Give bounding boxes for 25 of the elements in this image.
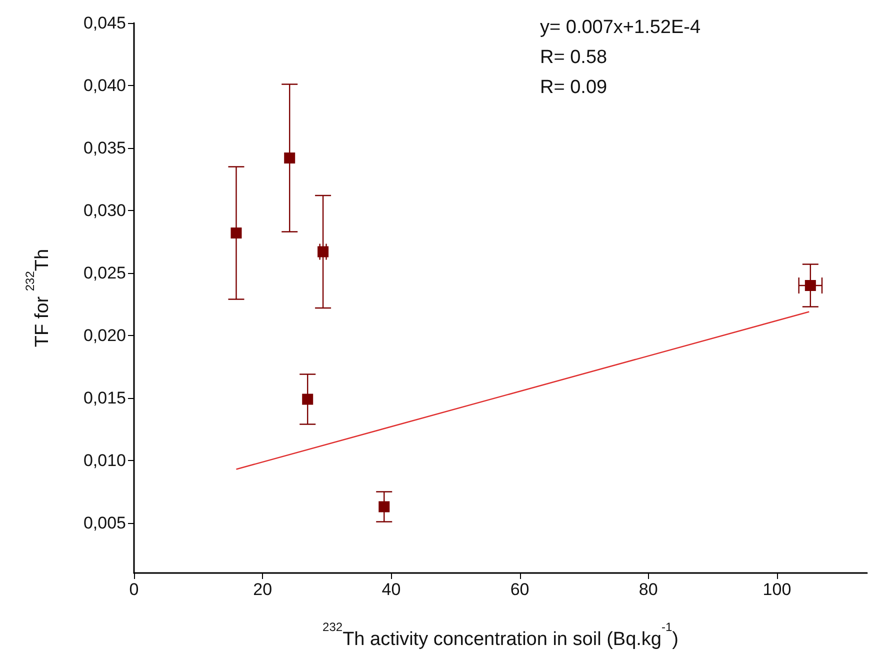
- x-tick-label: 100: [762, 580, 792, 599]
- y-tick-label: 0,005: [83, 514, 126, 532]
- y-tick-label: 0,030: [83, 201, 126, 220]
- y-tick-label: 0,020: [83, 326, 126, 345]
- annotation: y= 0.007x+1.52E-4: [540, 17, 701, 38]
- y-tick-label: 0,015: [83, 388, 126, 408]
- x-tick-label: 20: [253, 580, 272, 599]
- x-tick-label: 60: [510, 580, 530, 599]
- x-tick-label: 40: [382, 580, 401, 599]
- point: [230, 228, 242, 238]
- annotation: R= 0.58: [540, 47, 608, 68]
- point: [378, 501, 390, 512]
- y-tick-label: 0,045: [83, 14, 126, 32]
- annotation: R= 0.09: [540, 77, 608, 98]
- y-tick-label: 0,010: [83, 451, 126, 470]
- point: [804, 280, 816, 291]
- y-axis-title: TF for 232Th: [23, 248, 53, 348]
- y-tick-label: 0,025: [83, 264, 126, 282]
- point: [302, 394, 314, 405]
- x-tick-label: 0: [129, 580, 139, 599]
- point: [318, 246, 329, 258]
- x-tick-label: 80: [638, 580, 658, 599]
- point: [284, 152, 296, 164]
- y-tick-label: 0,040: [83, 76, 126, 95]
- y-tick-label: 0,035: [83, 138, 126, 158]
